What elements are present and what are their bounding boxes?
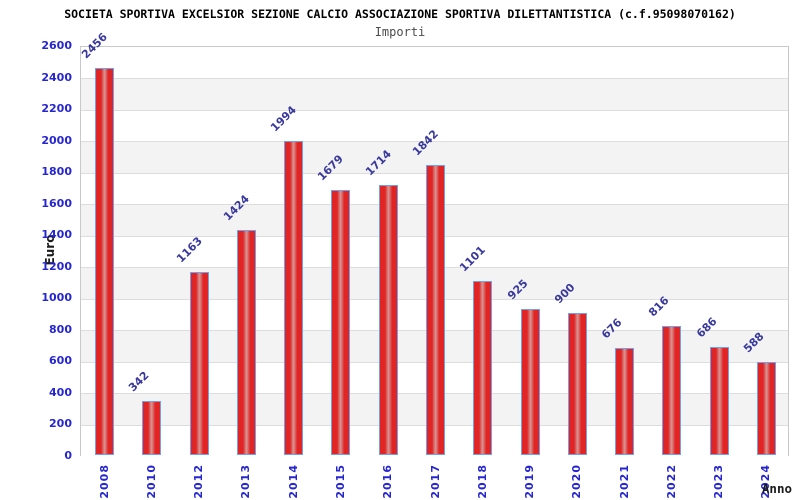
y-tick-label: 2400 xyxy=(41,70,72,84)
x-tick-label-2023: 2023 xyxy=(712,464,726,499)
bar-2021 xyxy=(615,348,635,455)
plot-area xyxy=(80,46,789,457)
bar-2023 xyxy=(709,346,729,455)
y-tick-label: 1200 xyxy=(41,259,72,273)
y-tick-label: 200 xyxy=(49,417,72,431)
bar-2020 xyxy=(567,313,587,455)
gridline xyxy=(81,109,788,111)
bar-2010 xyxy=(142,401,162,455)
chart-title: SOCIETA SPORTIVA EXCELSIOR SEZIONE CALCI… xyxy=(64,7,736,21)
y-tick-label: 2600 xyxy=(41,39,72,52)
y-tick-label: 1600 xyxy=(41,196,72,210)
chart-subtitle: Importi xyxy=(374,25,426,39)
bar-2013 xyxy=(236,230,256,455)
gridline xyxy=(81,78,788,80)
bar-2012 xyxy=(189,271,209,455)
bar-2014 xyxy=(284,140,304,455)
bar-2024 xyxy=(756,362,776,455)
x-tick-label-2022: 2022 xyxy=(664,464,678,499)
y-tick-label: 0 xyxy=(64,449,72,462)
x-tick-label-2014: 2014 xyxy=(286,464,300,499)
y-tick-label: 600 xyxy=(49,354,72,368)
y-tick-label: 2000 xyxy=(41,133,72,147)
x-tick-label-2017: 2017 xyxy=(428,464,442,499)
x-tick-label-2019: 2019 xyxy=(523,464,537,499)
plot-band xyxy=(81,47,788,79)
x-tick-label-2020: 2020 xyxy=(570,464,584,499)
y-tick-label: 2200 xyxy=(41,102,72,116)
bar-2008 xyxy=(95,67,115,455)
x-tick-label-2021: 2021 xyxy=(617,464,631,499)
plot-band xyxy=(81,110,788,142)
y-tick-label: 1000 xyxy=(41,291,72,305)
bar-2016 xyxy=(378,184,398,455)
x-tick-label-2013: 2013 xyxy=(239,464,253,499)
y-tick-label: 1800 xyxy=(41,165,72,179)
x-axis-title: Anno xyxy=(761,481,792,496)
y-tick-label: 400 xyxy=(49,385,72,399)
bar-2015 xyxy=(331,190,351,455)
gridline xyxy=(81,141,788,143)
plot-band xyxy=(81,78,788,111)
x-tick-label-2015: 2015 xyxy=(333,464,347,499)
bar-2018 xyxy=(473,281,493,455)
x-tick-label-2016: 2016 xyxy=(381,464,395,499)
x-tick-label-2018: 2018 xyxy=(475,464,489,499)
bar-2022 xyxy=(662,326,682,455)
x-tick-label-2008: 2008 xyxy=(97,464,111,499)
y-tick-label: 800 xyxy=(49,322,72,336)
bar-2019 xyxy=(520,309,540,455)
x-tick-label-2012: 2012 xyxy=(192,464,206,499)
bar-2017 xyxy=(426,164,445,455)
x-tick-label-2010: 2010 xyxy=(144,464,158,499)
y-tick-label: 1400 xyxy=(41,228,72,242)
